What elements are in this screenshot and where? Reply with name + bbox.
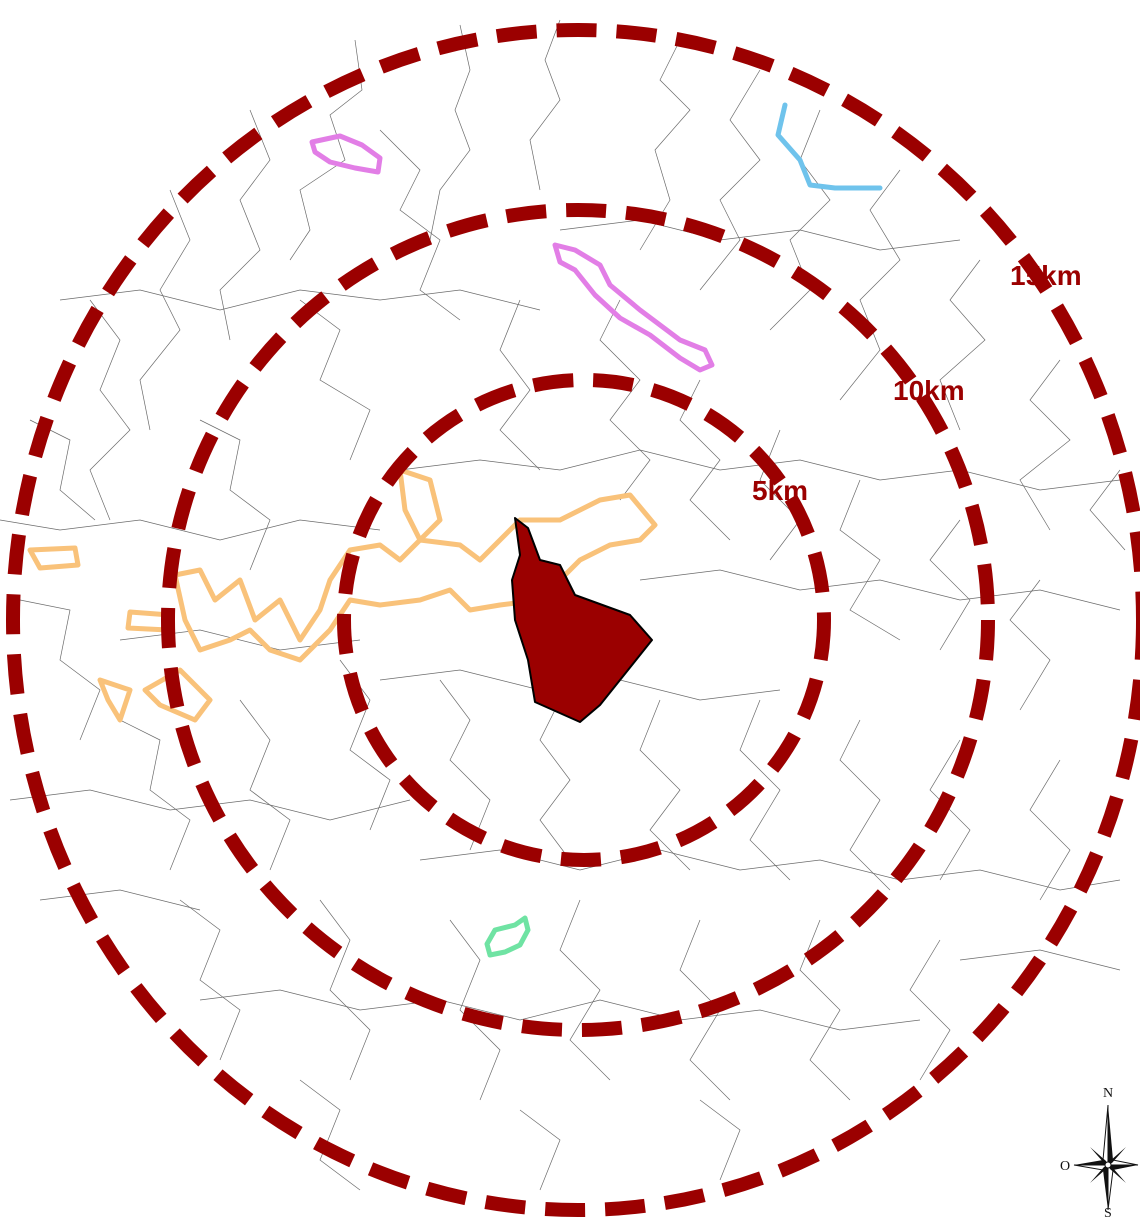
municipal-boundaries [0, 19, 1126, 1191]
area-pink-northeast [552, 242, 715, 373]
compass-south-label: S [1104, 1206, 1112, 1221]
ring-5km [337, 373, 831, 867]
area-pink-north [309, 133, 383, 175]
ring-label-15km: 15km [1010, 260, 1082, 291]
distance-rings [6, 23, 1140, 1217]
ring-label-5km: 5km [752, 475, 808, 506]
ring-label-10km: 10km [893, 375, 965, 406]
area-green-south [484, 915, 531, 958]
ring-15km [6, 23, 1140, 1217]
central-municipality [511, 517, 653, 723]
ring-10km [161, 203, 995, 1037]
compass-north-label: N [1103, 1086, 1113, 1101]
compass-star-icon [1073, 1104, 1139, 1211]
compass-rose: N O S [1060, 1086, 1139, 1221]
compass-west-label: O [1060, 1159, 1070, 1174]
area-blue-boundary [775, 102, 883, 191]
